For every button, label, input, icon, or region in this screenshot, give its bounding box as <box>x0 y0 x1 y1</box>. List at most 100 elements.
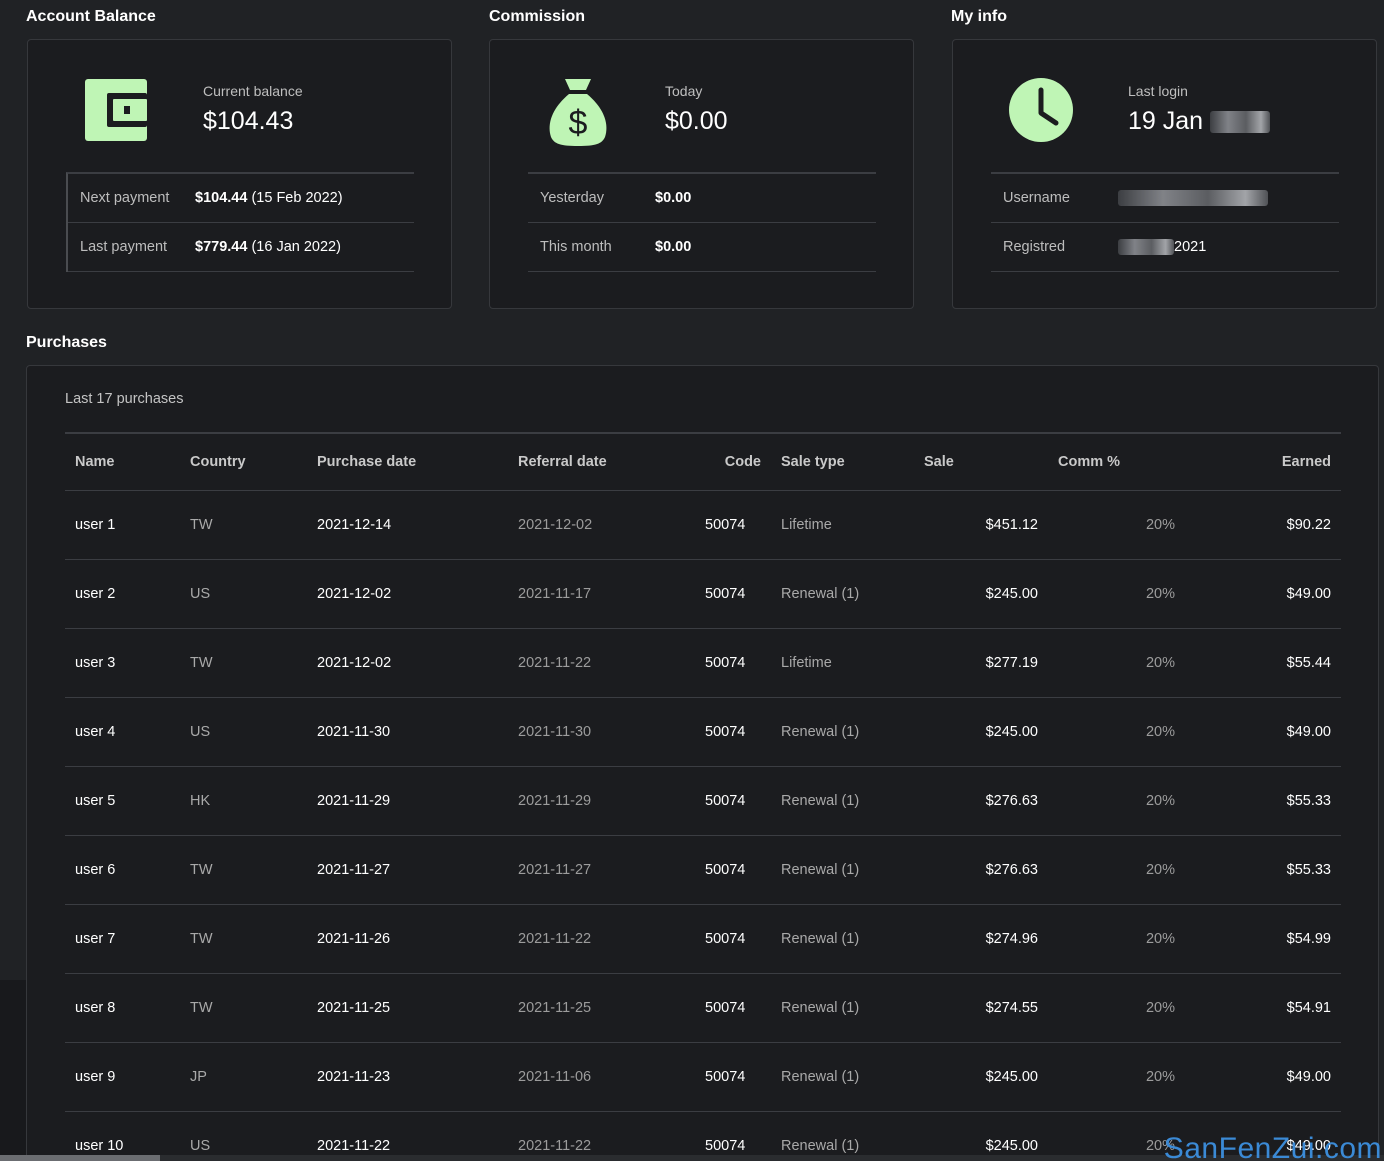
registered-value: 2021 <box>1118 239 1206 256</box>
col-header-country[interactable]: Country <box>190 453 246 470</box>
cell-purchase-date: 2021-12-02 <box>317 654 392 671</box>
cell-sale: $276.63 <box>985 861 1038 878</box>
purchases-table: Name Country Purchase date Referral date… <box>65 432 1341 1161</box>
table-row: user 3 TW 2021-12-02 2021-11-22 50074 Lifetim… <box>65 628 1341 697</box>
col-header-purchase-date[interactable]: Purchase date <box>317 453 417 470</box>
cell-earned: $55.44 <box>1286 654 1331 671</box>
my-info-title: My info <box>951 8 1007 25</box>
cell-comm: 20% <box>1145 516 1175 533</box>
scrollbar-thumb[interactable] <box>0 1155 160 1161</box>
next-payment-label: Next payment <box>80 190 170 206</box>
commission-title: Commission <box>489 8 586 25</box>
cell-country: TW <box>190 930 213 947</box>
cell-name: user 5 <box>75 792 116 809</box>
registered-row: Registred 2021 <box>991 223 1339 272</box>
cell-code: 50074 <box>705 1137 746 1154</box>
username-label: Username <box>1003 190 1070 206</box>
col-header-referral-date[interactable]: Referral date <box>518 453 607 470</box>
cell-comm: 20% <box>1145 930 1175 947</box>
current-balance-value: $104.43 <box>203 107 294 135</box>
cell-sale-type: Renewal (1) <box>781 930 860 947</box>
col-header-sale[interactable]: Sale <box>924 453 954 470</box>
cell-referral-date: 2021-12-02 <box>518 516 593 533</box>
cell-earned: $49.00 <box>1286 723 1331 740</box>
username-row: Username <box>991 174 1339 223</box>
cell-referral-date: 2021-11-17 <box>518 585 592 602</box>
horizontal-scrollbar[interactable] <box>0 1155 1384 1161</box>
watermark: SanFenZui.com <box>1163 1132 1382 1161</box>
today-label: Today <box>665 83 703 99</box>
cell-comm: 20% <box>1145 792 1175 809</box>
cell-purchase-date: 2021-12-02 <box>317 585 392 602</box>
cell-earned: $54.91 <box>1286 999 1331 1016</box>
cell-sale-type: Renewal (1) <box>781 792 860 809</box>
cell-referral-date: 2021-11-29 <box>518 792 592 809</box>
cell-earned: $54.99 <box>1286 930 1331 947</box>
cell-comm: 20% <box>1145 723 1175 740</box>
col-header-earned[interactable]: Earned <box>1281 453 1331 470</box>
cell-purchase-date: 2021-11-30 <box>317 723 391 740</box>
cell-comm: 20% <box>1145 654 1175 671</box>
cell-referral-date: 2021-11-06 <box>518 1068 592 1085</box>
last-payment-value: $779.44 (16 Jan 2022) <box>195 239 341 255</box>
this-month-value: $0.00 <box>655 239 692 255</box>
cell-country: US <box>190 585 211 602</box>
cell-country: TW <box>190 654 213 671</box>
current-balance-label: Current balance <box>203 83 303 99</box>
table-row: user 4 US 2021-11-30 2021-11-30 50074 Renewal… <box>65 697 1341 766</box>
cell-comm: 20% <box>1145 585 1175 602</box>
cell-referral-date: 2021-11-27 <box>518 861 592 878</box>
cell-sale: $451.12 <box>985 516 1038 533</box>
cell-sale: $277.19 <box>985 654 1038 671</box>
this-month-row: This month $0.00 <box>528 223 876 272</box>
cell-country: HK <box>190 792 211 809</box>
col-header-sale-type[interactable]: Sale type <box>781 453 845 470</box>
cell-name: user 8 <box>75 999 116 1016</box>
yesterday-label: Yesterday <box>540 190 604 206</box>
col-header-code[interactable]: Code <box>724 453 761 470</box>
purchases-title: Purchases <box>26 334 107 351</box>
cell-sale-type: Renewal (1) <box>781 1068 860 1085</box>
cell-name: user 6 <box>75 861 116 878</box>
cell-comm: 20% <box>1145 861 1175 878</box>
cell-earned: $55.33 <box>1286 861 1331 878</box>
cell-sale-type: Renewal (1) <box>781 723 860 740</box>
redacted-username <box>1118 190 1268 207</box>
cell-earned: $49.00 <box>1286 1068 1331 1085</box>
cell-country: TW <box>190 516 213 533</box>
col-header-comm[interactable]: Comm % <box>1058 453 1121 470</box>
cell-name: user 10 <box>75 1137 124 1154</box>
cell-referral-date: 2021-11-22 <box>518 654 592 671</box>
last-payment-row: Last payment $779.44 (16 Jan 2022) <box>68 223 414 272</box>
cell-sale: $245.00 <box>985 1068 1038 1085</box>
cell-purchase-date: 2021-11-29 <box>317 792 391 809</box>
cell-name: user 2 <box>75 585 116 602</box>
cell-sale-type: Renewal (1) <box>781 999 860 1016</box>
purchases-caption: Last 17 purchases <box>65 391 184 407</box>
purchases-card: Last 17 purchases Name Country Purchase … <box>26 365 1379 1161</box>
cell-purchase-date: 2021-11-27 <box>317 861 391 878</box>
cell-comm: 20% <box>1145 1068 1175 1085</box>
cell-code: 50074 <box>705 861 746 878</box>
purchases-table-body: user 1 TW 2021-12-14 2021-12-02 50074 Lifetim… <box>65 490 1341 1161</box>
cell-code: 50074 <box>705 999 746 1016</box>
redacted-time <box>1210 111 1271 134</box>
cell-sale-type: Renewal (1) <box>781 1137 860 1154</box>
redacted-date <box>1118 239 1174 256</box>
cell-comm: 20% <box>1145 1137 1175 1154</box>
cell-country: US <box>190 1137 211 1154</box>
cell-sale: $274.96 <box>985 930 1038 947</box>
cell-sale-type: Lifetime <box>781 654 832 671</box>
cell-sale: $245.00 <box>985 585 1038 602</box>
cell-name: user 3 <box>75 654 116 671</box>
cell-name: user 9 <box>75 1068 116 1085</box>
cell-sale-type: Renewal (1) <box>781 585 860 602</box>
account-info: Username Registred 2021 <box>991 172 1339 272</box>
next-payment-row: Next payment $104.44 (15 Feb 2022) <box>68 174 414 223</box>
cell-country: JP <box>190 1068 207 1085</box>
cell-sale: $276.63 <box>985 792 1038 809</box>
cell-earned: $49.00 <box>1286 585 1331 602</box>
cell-code: 50074 <box>705 723 746 740</box>
col-header-name[interactable]: Name <box>75 453 115 470</box>
